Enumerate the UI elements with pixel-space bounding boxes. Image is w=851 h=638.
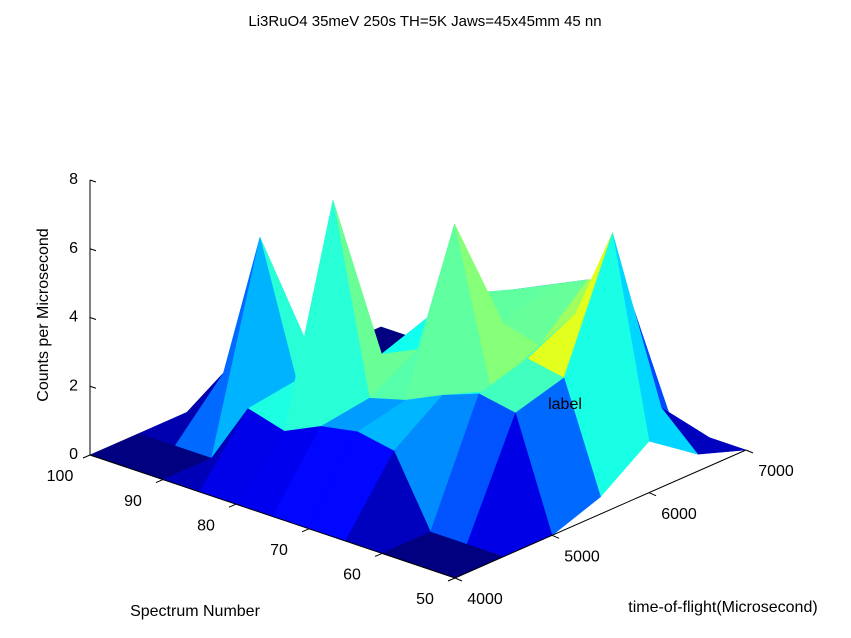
y-tick bbox=[301, 528, 310, 533]
z-tick bbox=[89, 385, 97, 389]
x-tick-label: 7000 bbox=[758, 463, 794, 480]
z-tick-label: 2 bbox=[69, 377, 78, 394]
x-tick-label: 4000 bbox=[467, 591, 503, 608]
axes: 4000 5000 6000 7000 50 60 70 80 90 100 0 2 4 6 8 bbox=[47, 171, 794, 608]
y-tick-label: 50 bbox=[416, 591, 434, 608]
z-tick bbox=[89, 248, 97, 252]
z-tick bbox=[89, 317, 97, 320]
y-axis-line bbox=[89, 454, 456, 579]
annotation: label bbox=[548, 396, 582, 413]
surface bbox=[89, 200, 747, 579]
y-tick-label: 80 bbox=[197, 517, 215, 534]
x-tick bbox=[648, 492, 657, 497]
y-tick-label: 100 bbox=[47, 468, 74, 485]
y-tick-label: 90 bbox=[124, 493, 142, 510]
y-tick-label: 60 bbox=[343, 567, 361, 584]
x-tick-label: 5000 bbox=[564, 549, 600, 566]
y-tick bbox=[228, 503, 237, 508]
y-tick-label: 70 bbox=[270, 542, 288, 559]
x-axis-label: time-of-flight(Microsecond) bbox=[628, 599, 817, 616]
x-tick bbox=[454, 577, 463, 582]
x-tick bbox=[551, 534, 560, 539]
y-tick bbox=[447, 577, 456, 582]
z-tick-label: 6 bbox=[69, 240, 78, 257]
x-tick-label: 6000 bbox=[661, 506, 697, 523]
y-tick bbox=[155, 479, 164, 484]
z-tick-label: 8 bbox=[69, 171, 78, 188]
z-tick bbox=[89, 454, 97, 458]
z-axis-label: Counts per Microsecond bbox=[35, 228, 52, 401]
z-tick bbox=[89, 179, 97, 183]
y-tick bbox=[82, 454, 91, 459]
x-tick bbox=[745, 449, 754, 454]
z-tick-label: 4 bbox=[69, 309, 78, 326]
y-tick bbox=[374, 552, 383, 557]
y-axis-label: Spectrum Number bbox=[130, 603, 260, 620]
x-axis-line bbox=[454, 449, 747, 579]
z-tick-label: 0 bbox=[69, 446, 78, 463]
chart-title: Li3RuO4 35meV 250s TH=5K Jaws=45x45mm 45… bbox=[248, 13, 601, 30]
